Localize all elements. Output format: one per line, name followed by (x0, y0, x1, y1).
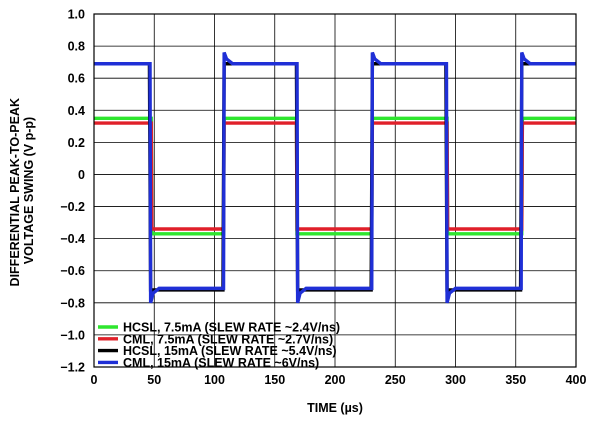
y-tick-label: −1.0 (60, 328, 85, 342)
x-tick-label: 300 (445, 373, 466, 387)
y-axis-title-line-1: DIFFERENTIAL PEAK-TO-PEAK (8, 98, 22, 286)
legend: HCSL, 7.5mA (SLEW RATE ~2.4V/ns)CML, 7.5… (98, 321, 340, 370)
x-tick-label: 0 (91, 373, 98, 387)
legend-label: CML, 7.5mA (SLEW RATE ~2.7V/ns) (123, 332, 333, 346)
y-axis-title-line-2: VOLTAGE SWING (V p-p) (22, 117, 36, 264)
y-tick-label: 0 (78, 168, 85, 182)
series-traces (94, 51, 576, 304)
x-tick-label: 350 (505, 373, 526, 387)
x-axis-title: TIME (µs) (307, 401, 363, 415)
legend-label: HCSL, 7.5mA (SLEW RATE ~2.4V/ns) (123, 321, 340, 335)
series-line-1 (94, 116, 576, 236)
y-tick-label: 0.8 (68, 40, 85, 54)
x-tick-label: 150 (264, 373, 285, 387)
x-tick-label: 250 (385, 373, 406, 387)
y-tick-label: 1.0 (68, 8, 85, 22)
series-line-4 (94, 51, 576, 304)
y-tick-label: −0.6 (60, 264, 85, 278)
y-tick-label: −0.8 (60, 296, 85, 310)
grid-lines (94, 14, 576, 367)
x-tick-label: 100 (204, 373, 225, 387)
legend-label: HCSL, 15mA (SLEW RATE ~5.4V/ns) (123, 344, 337, 358)
y-tick-label: −0.4 (60, 232, 85, 246)
y-tick-label: 0.2 (68, 136, 85, 150)
x-tick-labels: 0 50 100 150 200 250 300 350 400 (91, 373, 587, 387)
y-tick-label: −0.2 (60, 200, 85, 214)
legend-label: CML, 15mA (SLEW RATE ~6V/ns) (123, 356, 319, 370)
plot-frame (93, 13, 577, 368)
x-tick-label: 200 (325, 373, 346, 387)
x-tick-label: 400 (566, 373, 587, 387)
x-tick-label: 50 (147, 373, 161, 387)
y-tick-label: 0.4 (68, 104, 85, 118)
y-tick-label: 0.6 (68, 72, 85, 86)
series-line-2 (94, 121, 576, 231)
y-axis-title: DIFFERENTIAL PEAK-TO-PEAK VOLTAGE SWING … (8, 95, 36, 287)
y-tick-labels: 1.0 0.8 0.6 0.4 0.2 0 −0.2 −0.4 −0.6 −0.8 −1.0 −1.2 (60, 8, 85, 375)
y-tick-label: −1.2 (60, 361, 85, 375)
